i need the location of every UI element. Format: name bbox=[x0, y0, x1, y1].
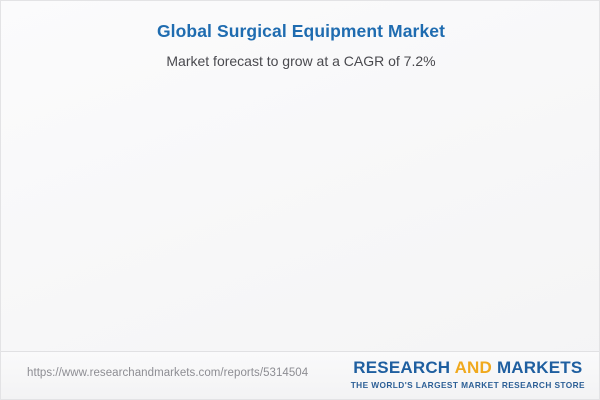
brand-tagline: THE WORLD'S LARGEST MARKET RESEARCH STOR… bbox=[350, 380, 585, 390]
brand-logo-name: RESEARCH AND MARKETS bbox=[351, 358, 585, 378]
brand-logo[interactable]: RESEARCH AND MARKETS THE WORLD'S LARGEST… bbox=[351, 358, 585, 390]
brand-word-markets: MARKETS bbox=[492, 358, 583, 377]
footer: https://www.researchandmarkets.com/repor… bbox=[1, 351, 599, 399]
chart-title: Global Surgical Equipment Market bbox=[156, 21, 446, 41]
brand-word-research: RESEARCH bbox=[353, 358, 455, 377]
plot-area: USD 40 Billion bbox=[1, 1, 599, 353]
brand-word-and: AND bbox=[454, 358, 493, 377]
report-url[interactable]: https://www.researchandmarkets.com/repor… bbox=[27, 367, 309, 379]
chart-subtitle: Market forecast to grow at a CAGR of 7.2… bbox=[166, 53, 436, 69]
